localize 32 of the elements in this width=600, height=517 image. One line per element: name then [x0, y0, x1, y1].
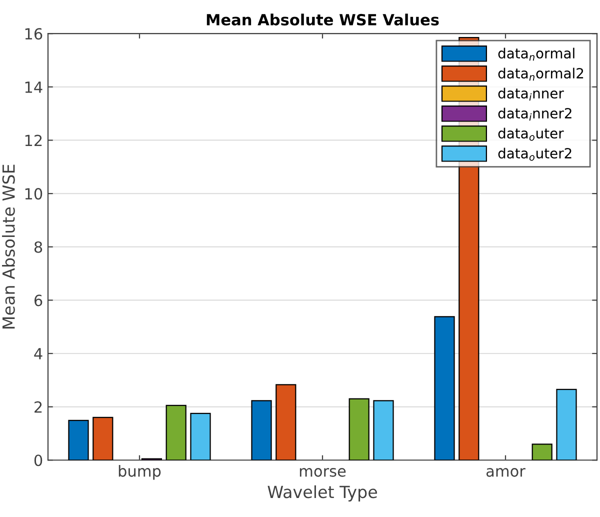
x-tick-label: morse	[300, 468, 346, 477]
x-axis-title: Wavelet Type	[268, 485, 377, 502]
legend-label: data$_{n}$ormal	[498, 48, 574, 61]
bar	[166, 404, 186, 460]
x-tick-label: amor	[486, 468, 526, 477]
y-tick-label: 2	[34, 401, 42, 413]
bar	[373, 400, 394, 460]
y-tick-label: 4	[34, 348, 42, 360]
chart-title: Mean Absolute WSE Values	[206, 14, 439, 26]
bar	[251, 400, 272, 460]
bar	[532, 444, 552, 460]
y-tick-label: 10	[25, 188, 42, 200]
y-tick-label: 12	[25, 134, 42, 146]
legend-label: data$_{i}$nner2	[498, 108, 572, 121]
bar	[434, 316, 455, 460]
y-tick-label: 6	[34, 294, 42, 306]
y-axis-title: Mean Absolute WSE	[2, 164, 15, 328]
legend-label: data$_{o}$uter2	[498, 148, 572, 161]
y-tick-label: 8	[34, 241, 42, 253]
bar	[556, 388, 577, 460]
bar	[92, 416, 114, 460]
x-tick-label: bump	[118, 464, 161, 480]
bar	[276, 384, 296, 460]
y-tick-label: 0	[34, 454, 42, 466]
legend-label: data$_{n}$ormal2	[498, 68, 584, 81]
bar	[68, 420, 89, 460]
y-tick-label: 16	[25, 28, 42, 40]
bar	[348, 398, 370, 460]
legend-label: data$_{o}$uter	[498, 128, 564, 141]
legend-label: data$_{i}$nner	[498, 88, 564, 101]
y-tick-label: 14	[25, 82, 42, 93]
bar	[190, 412, 211, 460]
